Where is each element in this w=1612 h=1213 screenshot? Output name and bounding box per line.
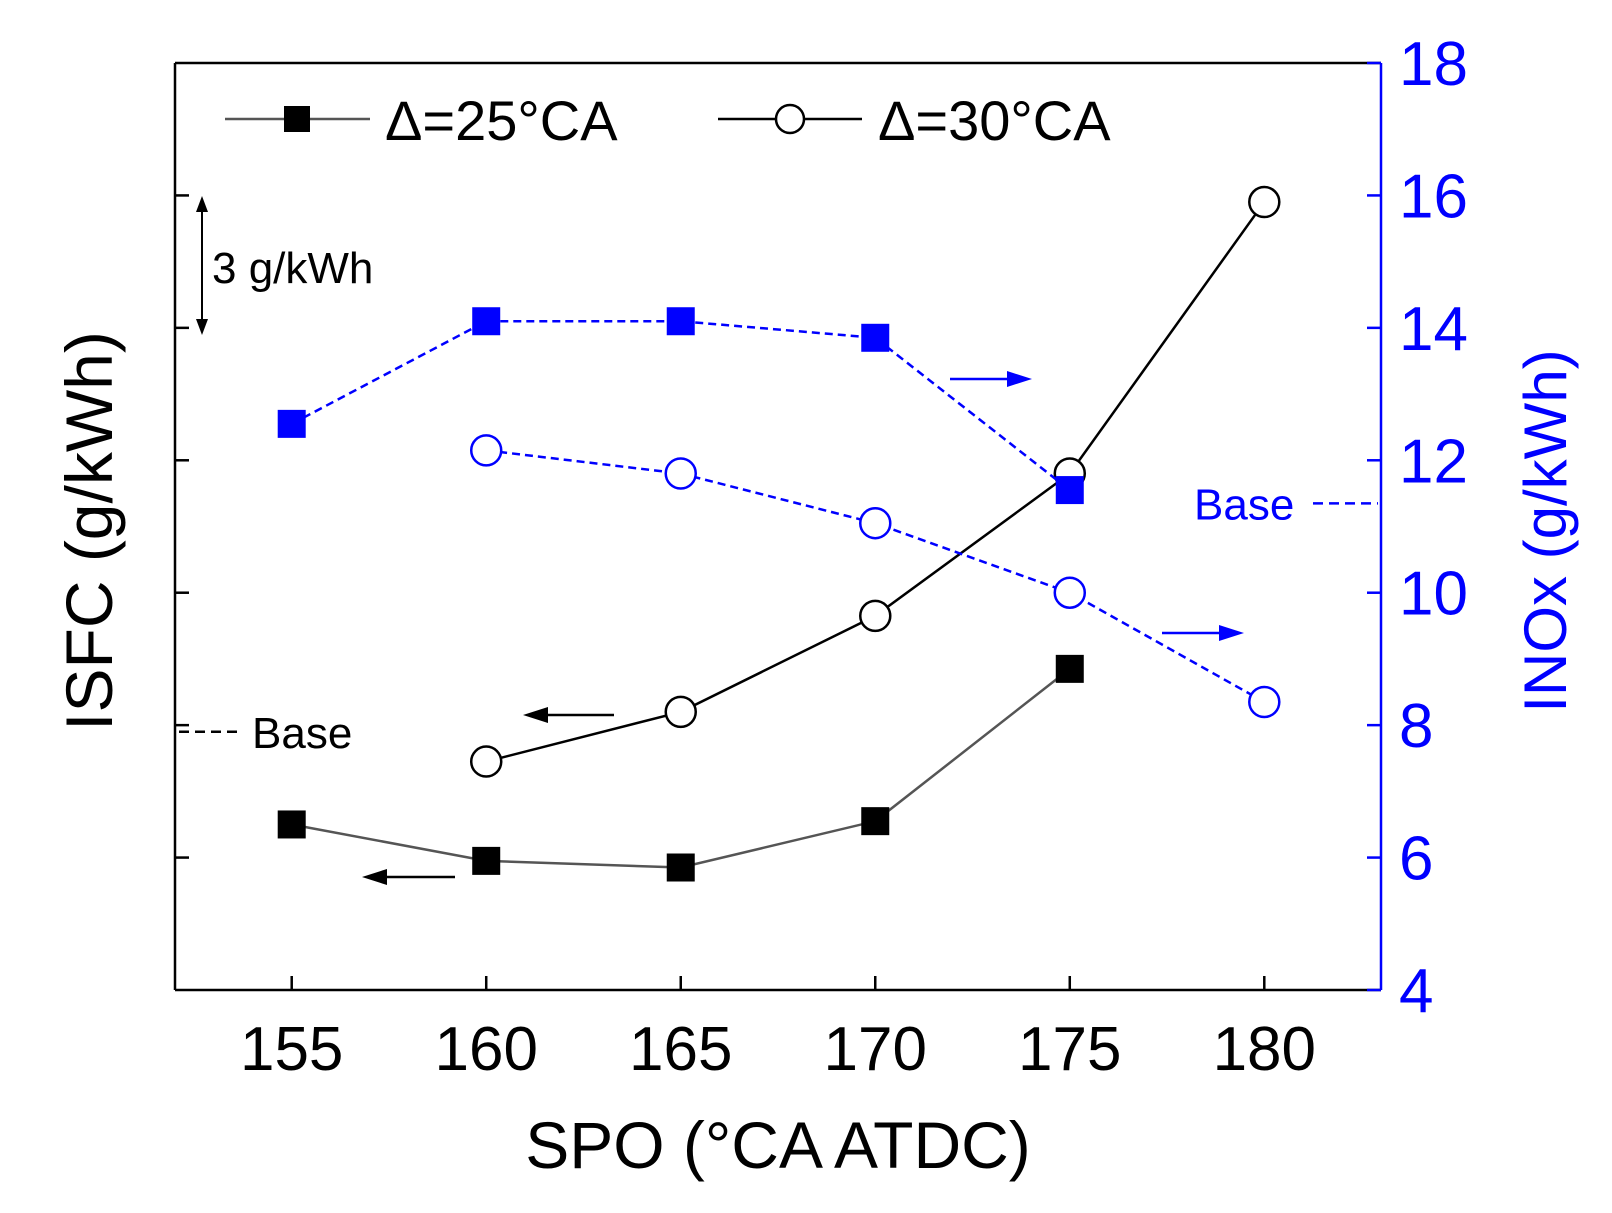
point-inox-30-ca-165 — [664, 457, 697, 490]
scale-bar: 3 g/kWh — [196, 196, 373, 335]
legend-marker-25 — [284, 106, 310, 132]
right-ticks: 4 6 8 10 12 14 16 18 — [1367, 30, 1468, 1026]
right-axis-title: INOx (g/kWh) — [1512, 349, 1579, 712]
x-tick-label-175: 175 — [1018, 1015, 1121, 1084]
x-ticks: 155 160 165 170 175 180 — [240, 976, 1316, 1084]
series-line-isfc-30-ca — [485, 201, 1266, 763]
point-inox-30-ca-175 — [1053, 576, 1087, 609]
x-axis-title: SPO (°CA ATDC) — [525, 1108, 1031, 1182]
right-tick-label-6: 6 — [1399, 825, 1433, 894]
point-isfc-30-ca-180 — [1248, 185, 1281, 219]
right-tick-label-14: 14 — [1399, 295, 1468, 364]
point-inox-30-ca-180 — [1248, 685, 1281, 719]
arrow-isfc-30-left-head — [523, 707, 548, 723]
base-right: Base — [1194, 480, 1378, 529]
point-isfc-30-ca-170 — [859, 599, 892, 633]
point-isfc-25-ca-165 — [666, 853, 695, 882]
base-right-label: Base — [1194, 480, 1294, 529]
point-isfc-25-ca-170 — [861, 807, 890, 836]
direction-arrows — [362, 371, 1244, 885]
x-tick-label-155: 155 — [240, 1015, 343, 1084]
arrow-isfc-25-left-head — [362, 869, 387, 885]
point-inox-30-ca-160 — [469, 434, 503, 467]
point-isfc-30-ca-165 — [664, 695, 697, 729]
scale-bar-label: 3 g/kWh — [212, 244, 373, 293]
arrow-inox-30-right-head — [1219, 625, 1244, 641]
legend-label-30: Δ=30°CA — [878, 89, 1111, 152]
left-axis-title: ISFC (g/kWh) — [52, 331, 126, 731]
arrow-inox-25-right-head — [1007, 371, 1032, 387]
x-tick-label-165: 165 — [629, 1015, 732, 1084]
point-isfc-25-ca-155 — [277, 810, 306, 839]
base-left-label: Base — [252, 709, 352, 758]
point-isfc-25-ca-175 — [1055, 654, 1084, 683]
legend-label-25: Δ=25°CA — [385, 89, 618, 152]
x-tick-label-180: 180 — [1213, 1015, 1316, 1084]
legend-marker-30 — [774, 103, 806, 135]
right-tick-label-8: 8 — [1399, 692, 1433, 761]
point-inox-30-ca-170 — [859, 506, 892, 540]
right-tick-label-12: 12 — [1399, 427, 1468, 496]
right-tick-label-18: 18 — [1399, 30, 1468, 99]
base-left: Base — [179, 709, 352, 758]
legend: Δ=25°CA Δ=30°CA — [225, 89, 1111, 152]
left-ticks — [175, 194, 189, 859]
x-tick-label-170: 170 — [824, 1015, 927, 1084]
series-line-inox-30-ca — [486, 449, 1265, 704]
point-inox-25-ca-160 — [472, 307, 501, 336]
point-inox-25-ca-170 — [861, 323, 890, 352]
x-tick-label-160: 160 — [434, 1015, 537, 1084]
right-tick-label-10: 10 — [1399, 560, 1468, 629]
series-line-inox-25-ca — [291, 319, 1071, 492]
right-tick-label-4: 4 — [1399, 957, 1433, 1026]
point-inox-25-ca-175 — [1055, 476, 1084, 505]
point-isfc-30-ca-160 — [469, 745, 503, 778]
scale-bar-arrow-up — [196, 196, 208, 212]
point-inox-25-ca-155 — [277, 409, 306, 438]
point-isfc-25-ca-160 — [472, 846, 501, 875]
scale-bar-arrow-down — [196, 319, 208, 335]
right-tick-label-16: 16 — [1399, 162, 1468, 231]
point-inox-25-ca-165 — [666, 307, 695, 336]
series-layer — [277, 185, 1281, 882]
